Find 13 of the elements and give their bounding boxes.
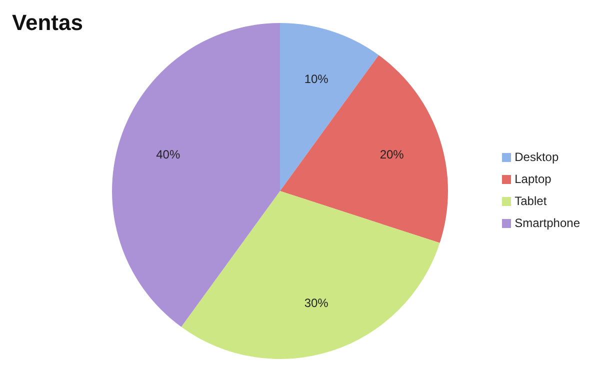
pie-slice <box>280 55 448 243</box>
chart-title: Ventas <box>12 10 83 36</box>
legend-label: Tablet <box>514 194 547 208</box>
pie-slice <box>181 191 440 359</box>
legend-label: Smartphone <box>514 216 580 230</box>
data-label: 10% <box>304 72 329 86</box>
data-label: 40% <box>156 148 180 162</box>
legend-label: Laptop <box>514 172 552 186</box>
legend-label: Desktop <box>514 150 559 164</box>
pie-slice <box>280 23 379 191</box>
data-label: 20% <box>380 148 404 162</box>
pie-slice <box>112 23 280 327</box>
data-label: 30% <box>304 296 329 310</box>
